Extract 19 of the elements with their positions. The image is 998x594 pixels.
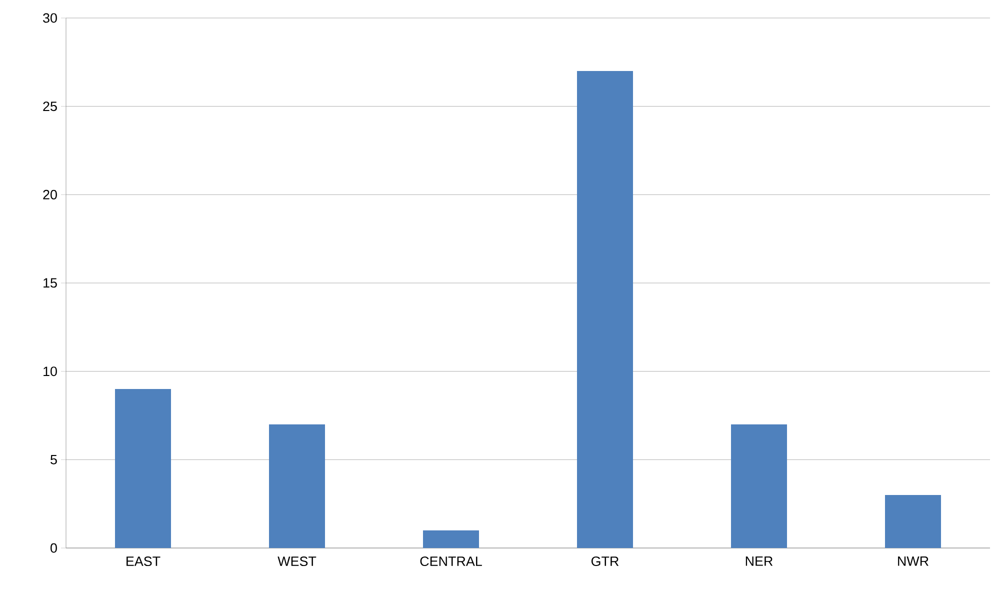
y-tick-label: 25 <box>43 102 57 112</box>
bar <box>269 424 325 548</box>
bar <box>115 388 171 548</box>
bar <box>731 424 788 548</box>
x-tick-label: NER <box>746 556 773 566</box>
y-tick-label: 30 <box>43 13 57 23</box>
bar <box>577 70 634 548</box>
y-tick-label: 15 <box>44 278 57 288</box>
x-tick-label: WEST <box>278 556 316 566</box>
y-tick-label: 5 <box>50 454 57 464</box>
bar <box>885 495 942 548</box>
y-tick-label: 10 <box>44 366 57 376</box>
x-tick-label: CENTRAL <box>420 556 482 566</box>
x-tick-label: NWR <box>898 556 928 566</box>
y-tick-label: 20 <box>43 190 57 200</box>
x-tick-label: EAST <box>126 556 160 566</box>
x-tick-label: GTR <box>591 556 619 566</box>
y-tick-label: 0 <box>50 543 57 553</box>
bar <box>423 530 479 548</box>
